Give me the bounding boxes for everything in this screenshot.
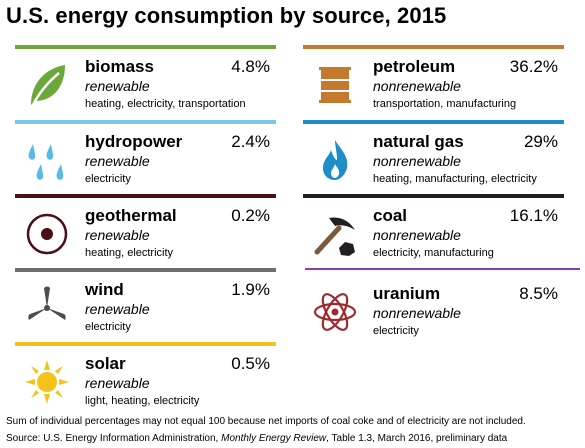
card-divider — [15, 45, 276, 49]
source-percent: 0.2% — [231, 206, 270, 225]
card-natural-gas: natural gas 29% nonrenewable heating, ma… — [303, 120, 564, 190]
card-petroleum: petroleum 36.2% nonrenewable transportat… — [303, 45, 564, 115]
source-publication: Monthly Energy Review — [221, 433, 327, 444]
page-title: U.S. energy consumption by source, 2015 — [6, 3, 447, 28]
oil-barrel-icon — [309, 59, 361, 111]
source-kind: renewable — [85, 78, 150, 94]
card-uranium: uranium 8.5% nonrenewable electricity — [303, 272, 564, 342]
source-kind: renewable — [85, 153, 150, 169]
source-kind: nonrenewable — [373, 305, 461, 321]
source-citation: Source: U.S. Energy Information Administ… — [6, 433, 507, 444]
card-divider — [15, 268, 276, 272]
source-kind: nonrenewable — [373, 78, 461, 94]
source-uses: heating, electricity, transportation — [85, 98, 246, 110]
source-kind: renewable — [85, 375, 150, 391]
source-prefix: Source: U.S. Energy Information Administ… — [6, 433, 222, 444]
source-uses: light, heating, electricity — [85, 395, 200, 407]
card-divider — [15, 120, 276, 124]
geothermal-icon — [21, 208, 73, 260]
card-geothermal: geothermal 0.2% renewable heating, elect… — [15, 194, 276, 264]
pickaxe-coal-icon — [309, 208, 361, 260]
source-percent: 29% — [523, 132, 558, 151]
source-percent: 8.5% — [519, 284, 558, 303]
source-uses: electricity, manufacturing — [373, 247, 494, 259]
source-percent: 4.8% — [231, 57, 270, 76]
footnote: Sum of individual percentages may not eq… — [6, 416, 526, 427]
source-percent: 1.9% — [231, 280, 270, 299]
source-uses: electricity — [85, 321, 131, 333]
card-divider — [15, 342, 276, 346]
source-name: petroleum — [373, 57, 456, 76]
source-percent: 0.5% — [231, 354, 270, 373]
source-kind: nonrenewable — [373, 153, 461, 169]
source-name: biomass — [85, 57, 154, 76]
source-uses: electricity — [373, 325, 419, 337]
leaf-icon — [21, 59, 73, 111]
source-name: natural gas — [373, 132, 464, 151]
source-uses: heating, manufacturing, electricity — [373, 173, 537, 185]
card-divider — [15, 194, 276, 198]
source-percent: 36.2% — [509, 57, 558, 76]
source-percent: 16.1% — [509, 206, 558, 225]
card-solar: solar 0.5% renewable light, heating, ele… — [15, 342, 276, 412]
card-divider — [303, 45, 564, 49]
card-coal: coal 16.1% nonrenewable electricity, man… — [303, 194, 564, 264]
gas-flame-icon — [309, 134, 361, 186]
source-suffix: , Table 1.3, March 2016, preliminary dat… — [326, 433, 508, 444]
source-kind: renewable — [85, 301, 150, 317]
card-wind: wind 1.9% renewable electricity — [15, 268, 276, 338]
source-uses: transportation, manufacturing — [373, 98, 517, 110]
source-name: geothermal — [85, 206, 177, 225]
source-uses: heating, electricity — [85, 247, 174, 259]
card-biomass: biomass 4.8% renewable heating, electric… — [15, 45, 276, 115]
source-name: coal — [373, 206, 408, 225]
source-name: wind — [85, 280, 124, 299]
source-percent: 2.4% — [231, 132, 270, 151]
card-divider — [303, 120, 564, 124]
source-name: hydropower — [85, 132, 183, 151]
source-uses: electricity — [85, 173, 131, 185]
selection-outline — [305, 268, 580, 270]
source-name: solar — [85, 354, 126, 373]
card-hydropower: hydropower 2.4% renewable electricity — [15, 120, 276, 190]
wind-turbine-icon — [21, 282, 73, 334]
source-name: uranium — [373, 284, 441, 303]
water-drops-icon — [21, 134, 73, 186]
atom-icon — [309, 286, 361, 338]
sun-icon — [21, 356, 73, 408]
source-kind: renewable — [85, 227, 150, 243]
source-kind: nonrenewable — [373, 227, 461, 243]
card-divider — [303, 194, 564, 198]
